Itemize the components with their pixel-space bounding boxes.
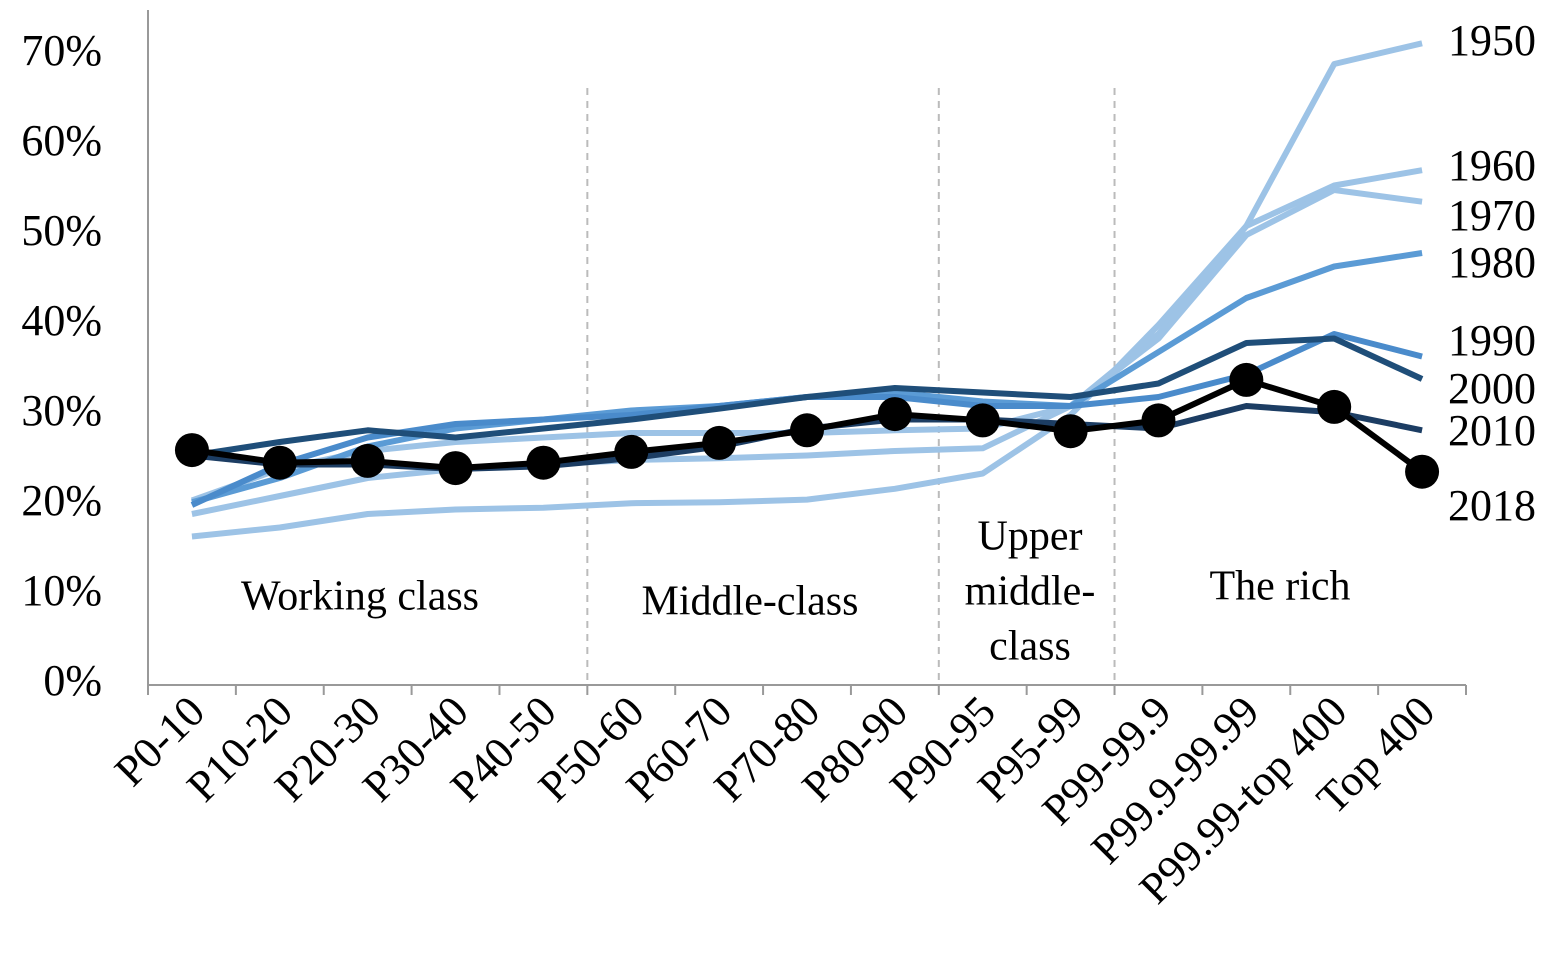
- group-label: class: [989, 624, 1071, 670]
- series-marker: [614, 434, 649, 469]
- group-label: Middle-class: [642, 579, 859, 625]
- series-marker: [174, 433, 209, 468]
- series-line: [191, 167, 1423, 517]
- series-marker: [526, 445, 561, 480]
- y-tick-label: 50%: [21, 206, 102, 255]
- series-label: 1950: [1448, 16, 1536, 65]
- y-tick-label: 60%: [21, 116, 102, 165]
- series-label: 2010: [1448, 406, 1536, 455]
- series-label: 1990: [1448, 316, 1536, 365]
- series-marker: [1317, 389, 1352, 424]
- y-tick-label: 20%: [21, 476, 102, 525]
- group-label: Working class: [241, 574, 479, 620]
- series-label: 2018: [1448, 481, 1536, 530]
- series-marker: [438, 451, 473, 486]
- group-label: Upper: [978, 514, 1083, 560]
- series-label: 2000: [1448, 364, 1536, 413]
- y-tick-label: 70%: [21, 26, 102, 75]
- series-label: 1970: [1448, 191, 1536, 240]
- series-marker: [262, 445, 297, 480]
- series-marker: [350, 443, 385, 478]
- series-label: 1960: [1448, 141, 1536, 190]
- series-marker: [965, 403, 1000, 438]
- series-label: 1980: [1448, 238, 1536, 287]
- y-tick-label: 0%: [43, 656, 102, 705]
- series-marker: [1405, 454, 1440, 489]
- group-label: middle-: [965, 569, 1096, 615]
- series-line: [191, 335, 1424, 459]
- y-tick-label: 10%: [21, 566, 102, 615]
- series-marker: [702, 425, 737, 460]
- y-tick-label: 30%: [21, 386, 102, 435]
- series-marker: [1053, 414, 1088, 449]
- series-marker: [790, 413, 824, 448]
- series-marker: [1141, 403, 1176, 438]
- series-marker: [1229, 362, 1264, 397]
- y-tick-label: 40%: [21, 296, 102, 345]
- group-label: The rich: [1209, 564, 1350, 610]
- series-marker: [877, 397, 912, 432]
